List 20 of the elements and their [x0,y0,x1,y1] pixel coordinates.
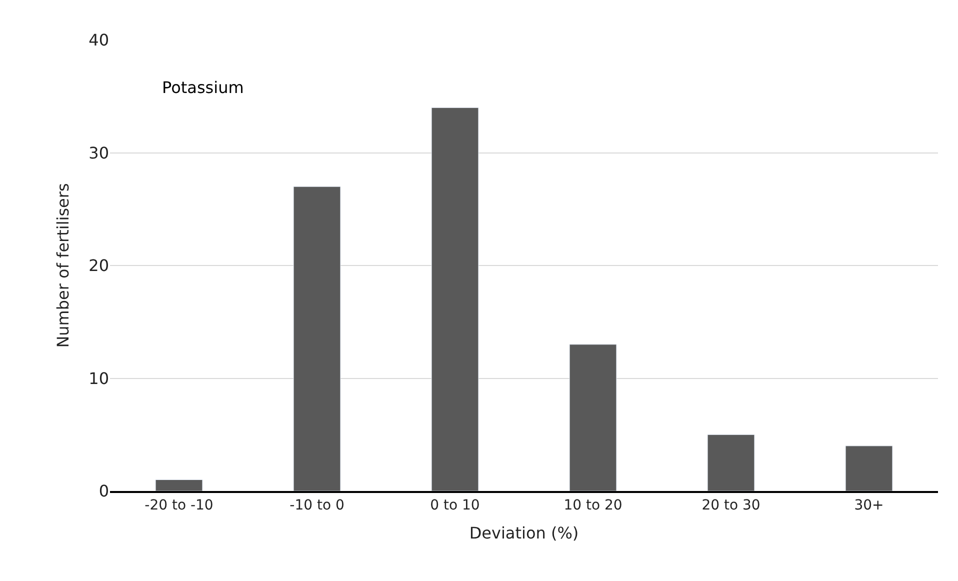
y-axis-title: Number of fertilisers [54,183,73,348]
x-tick-label: 10 to 20 [564,498,622,514]
x-tick-label: 0 to 10 [430,498,480,514]
y-tick-label: 30 [88,143,109,162]
bar [155,479,203,491]
bar [845,446,893,491]
bar [431,107,479,491]
y-tick-label: 0 [98,482,109,501]
y-tick-label: 10 [88,368,109,388]
x-axis-title: Deviation (%) [469,524,579,543]
y-tick-label: 40 [88,30,109,50]
x-tick-label: -10 to 0 [290,498,344,514]
x-tick-label: 30+ [854,498,884,514]
bar [569,344,617,491]
annotation: Potassium [162,78,244,97]
x-tick-label: -20 to -10 [144,498,214,514]
bar [293,186,341,491]
x-tick-label: 20 to 30 [702,498,760,514]
y-tick-label: 20 [88,256,109,276]
bar [707,434,755,491]
